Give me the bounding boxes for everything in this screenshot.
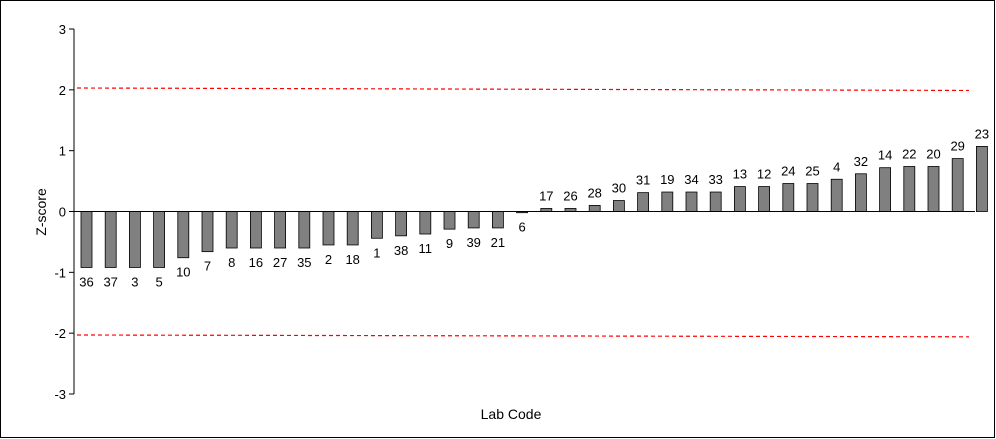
bar-label: 8	[228, 255, 235, 270]
bar-lab-14	[879, 167, 891, 212]
bar-lab-16	[249, 211, 262, 249]
bar-lab-8	[225, 211, 238, 249]
bar-lab-21	[491, 211, 504, 229]
bar-label: 10	[176, 265, 190, 280]
bar-lab-2	[322, 211, 335, 246]
y-tick-label: 1	[59, 144, 66, 159]
y-tick-label: -3	[54, 387, 66, 402]
bar-label: 19	[660, 172, 674, 187]
bar-lab-13	[734, 186, 746, 212]
bar-label: 6	[518, 220, 525, 235]
bar-lab-5	[153, 211, 166, 268]
reference-line-2	[76, 334, 970, 338]
bar-lab-28	[588, 205, 601, 212]
bar-label: 36	[79, 274, 93, 289]
bar-label: 24	[781, 164, 795, 179]
bar-label: 38	[394, 243, 408, 258]
bar-lab-23	[976, 146, 988, 212]
bar-lab-20	[927, 166, 940, 212]
bar-label: 33	[708, 172, 722, 187]
bar-label: 11	[419, 241, 433, 256]
bar-label: 28	[587, 185, 601, 200]
bar-label: 17	[539, 188, 553, 203]
bar-label: 14	[878, 148, 892, 163]
bar-label: 37	[103, 274, 117, 289]
bar-lab-3	[128, 211, 141, 268]
bar-label: 13	[733, 167, 747, 182]
bar-lab-33	[709, 191, 722, 212]
bar-lab-9	[443, 211, 456, 230]
bar-label: 9	[446, 236, 453, 251]
bar-label: 29	[950, 139, 964, 154]
bar-label: 3	[131, 274, 138, 289]
y-tick-label: 2	[59, 83, 66, 98]
y-tick-label: 3	[59, 22, 66, 37]
y-ticks: 3 2 1 0 -1 -2 -3	[54, 22, 74, 402]
bar-lab-39	[467, 211, 480, 229]
bar-lab-4	[830, 178, 843, 212]
bar-label: 27	[273, 255, 287, 270]
bar-label: 31	[636, 173, 650, 188]
bar-label: 32	[854, 154, 868, 169]
axes	[73, 29, 975, 394]
reference-line-1	[76, 87, 970, 92]
bar-lab-12	[758, 186, 770, 212]
reference-lines	[76, 87, 970, 338]
bar-lab-1	[370, 211, 383, 239]
x-axis-title: Lab Code	[481, 406, 542, 422]
bar-lab-29	[951, 158, 964, 212]
bar-label: 7	[204, 259, 211, 274]
bar-label: 26	[563, 188, 577, 203]
bar-lab-38	[395, 211, 408, 237]
y-tick-label: -1	[54, 265, 66, 280]
bar-label: 39	[466, 235, 480, 250]
bar-label: 30	[612, 181, 626, 196]
bar-lab-24	[782, 183, 795, 212]
bar-lab-22	[903, 166, 916, 212]
bar-label: 35	[297, 255, 311, 270]
bar-label: 23	[975, 126, 989, 141]
y-tick-label: 0	[59, 205, 66, 220]
bar-label: 4	[833, 159, 840, 174]
bar-lab-30	[613, 200, 625, 212]
y-tick-label: -2	[54, 326, 66, 341]
bar-lab-18	[346, 211, 359, 246]
bar-label: 1	[373, 245, 380, 260]
bar-lab-19	[661, 191, 674, 212]
bar-lab-31	[637, 192, 649, 212]
bar-lab-37	[104, 211, 117, 268]
bar-lab-35	[298, 211, 311, 249]
bar-label: 2	[325, 252, 332, 267]
bar-label: 25	[805, 164, 819, 179]
bar-label: 5	[155, 274, 162, 289]
bar-label: 34	[684, 172, 698, 187]
bar-label: 20	[926, 146, 940, 161]
bar-lab-36	[80, 211, 93, 268]
bar-lab-11	[419, 211, 432, 235]
bar-lab-27	[274, 211, 287, 249]
bar-label: 21	[491, 235, 505, 250]
bar-label: 22	[902, 146, 916, 161]
bar-lab-32	[855, 173, 867, 212]
bar-label: 16	[249, 255, 263, 270]
bar-label: 12	[757, 167, 771, 182]
bar-lab-34	[685, 191, 698, 212]
bar-label: 18	[345, 252, 359, 267]
bar-lab-7	[201, 211, 214, 253]
bar-lab-25	[806, 183, 819, 212]
y-axis-title: Z-score	[33, 188, 49, 236]
bar-lab-10	[177, 211, 190, 259]
bars	[80, 146, 988, 268]
